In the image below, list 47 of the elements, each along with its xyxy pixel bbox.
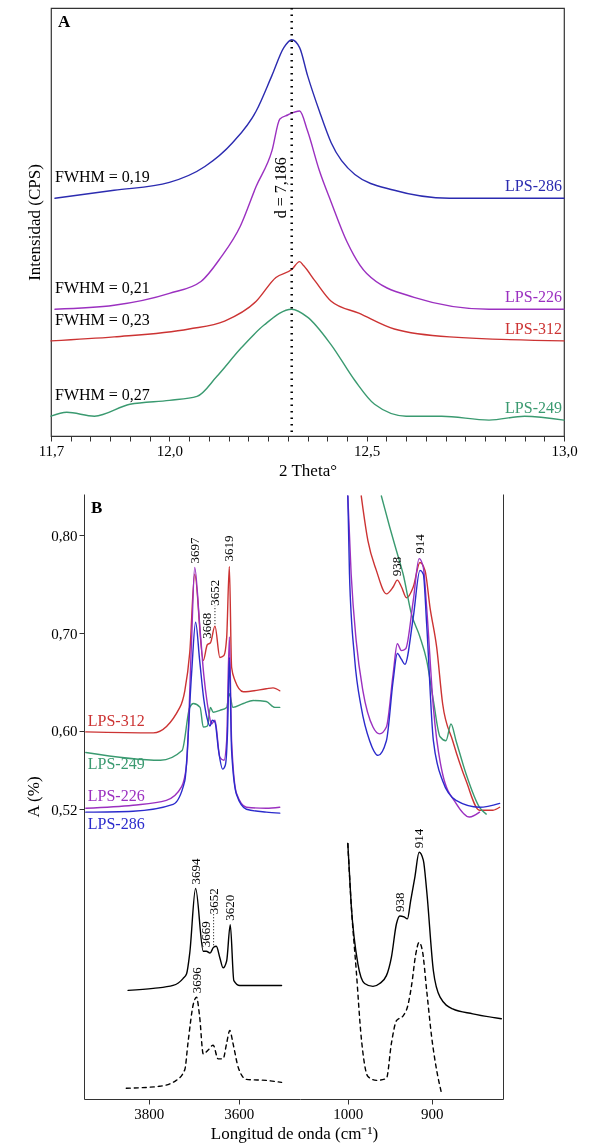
- x-axis-title: Longitud de onda (cm⁻¹): [210, 1123, 379, 1143]
- series-label: LPS-286: [505, 177, 562, 195]
- annotation: 938: [391, 892, 407, 912]
- annotation: 3697: [186, 536, 202, 564]
- line-series: [125, 996, 283, 1089]
- x-tick-label: 12,5: [354, 442, 381, 459]
- annotation: FWHM = 0,21: [55, 279, 150, 297]
- annotation: 3652: [206, 579, 222, 606]
- series-label: LPS-312: [505, 319, 562, 337]
- annotation: 3652: [205, 888, 221, 915]
- y-tick-label: 0,70: [51, 625, 78, 642]
- annotation: 914: [411, 828, 427, 849]
- x-tick-label: 13,0: [551, 442, 578, 459]
- x-axis-title: 2 Theta°: [279, 460, 337, 480]
- annotation: d = 7,186: [271, 157, 289, 219]
- series-label: LPS-226: [505, 288, 562, 306]
- y-tick-label: 0,60: [51, 723, 78, 740]
- x-tick-label: 3800: [134, 1105, 165, 1122]
- annotation: 938: [389, 556, 405, 577]
- series-label: LPS-312: [87, 711, 145, 729]
- annotation: 3668: [199, 612, 215, 639]
- x-tick-label: 1000: [333, 1105, 364, 1122]
- line-series: [127, 887, 283, 992]
- chart-title: B: [91, 498, 103, 517]
- x-tick-label: 11,7: [38, 442, 65, 459]
- y-tick-label: 0,80: [51, 527, 78, 544]
- y-axis-title: A (%): [24, 776, 44, 818]
- y-tick-label: 0,52: [51, 801, 78, 818]
- line-series: [85, 565, 281, 734]
- annotation: FWHM = 0,27: [55, 386, 150, 404]
- series-label: LPS-249: [505, 399, 562, 417]
- annotation: FWHM = 0,23: [55, 310, 150, 328]
- annotation: 3669: [198, 921, 214, 948]
- annotation: 914: [411, 533, 427, 554]
- annotation: 3619: [221, 535, 237, 562]
- x-tick-label: 900: [420, 1105, 444, 1122]
- chart-title: A: [58, 12, 71, 31]
- annotation: 3694: [187, 858, 203, 885]
- annotation: 3620: [222, 894, 238, 921]
- y-axis-title: Intensidad (CPS): [24, 164, 44, 281]
- x-tick-label: 3600: [224, 1105, 255, 1122]
- x-tick-label: 12,0: [156, 442, 184, 459]
- annotation: 3696: [188, 966, 204, 994]
- annotation: FWHM = 0,19: [55, 168, 150, 186]
- series-label: LPS-249: [87, 755, 145, 773]
- series-label: LPS-226: [87, 787, 145, 805]
- series-label: LPS-286: [87, 815, 145, 833]
